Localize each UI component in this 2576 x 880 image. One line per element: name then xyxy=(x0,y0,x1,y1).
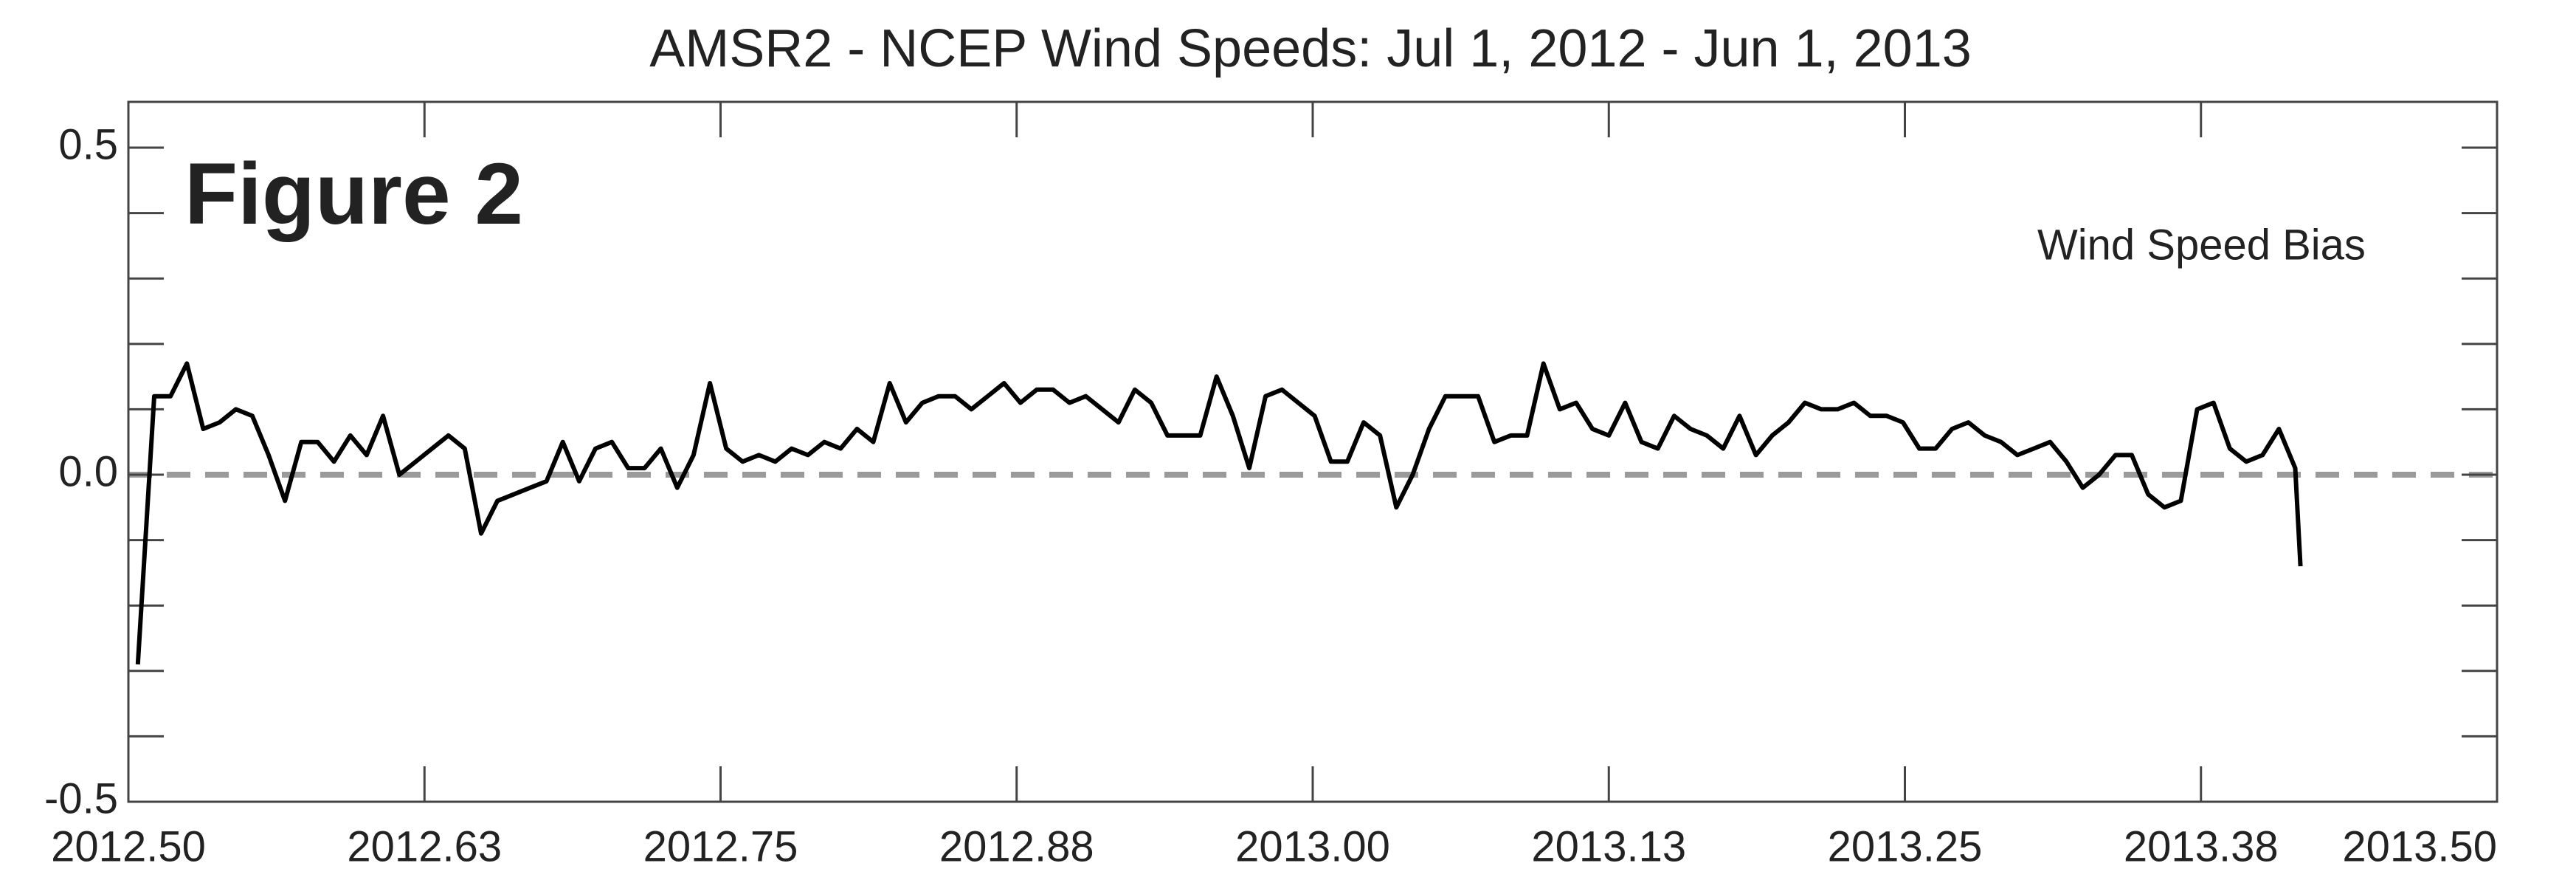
y-tick-label: 0.0 xyxy=(58,447,118,495)
x-tick-label: 2013.38 xyxy=(2124,822,2279,870)
x-tick-label: 2012.50 xyxy=(51,822,206,870)
x-tick-label: 2013.13 xyxy=(1531,822,1686,870)
y-tick-label: 0.5 xyxy=(58,120,118,168)
x-tick-label: 2012.63 xyxy=(347,822,502,870)
x-tick-label: 2013.00 xyxy=(1235,822,1390,870)
series-label: Wind Speed Bias xyxy=(2037,221,2366,269)
chart-title: AMSR2 - NCEP Wind Speeds: Jul 1, 2012 - … xyxy=(649,19,1972,78)
data-line xyxy=(135,361,2303,665)
x-tick-label: 2013.50 xyxy=(2342,822,2497,870)
figure-label: Figure 2 xyxy=(184,145,523,243)
x-tick-label: 2012.88 xyxy=(939,822,1094,870)
x-tick-label: 2013.25 xyxy=(1828,822,1983,870)
y-tick-label: -0.5 xyxy=(44,774,118,822)
plot-frame xyxy=(127,100,2499,803)
x-tick-label: 2012.75 xyxy=(643,822,798,870)
